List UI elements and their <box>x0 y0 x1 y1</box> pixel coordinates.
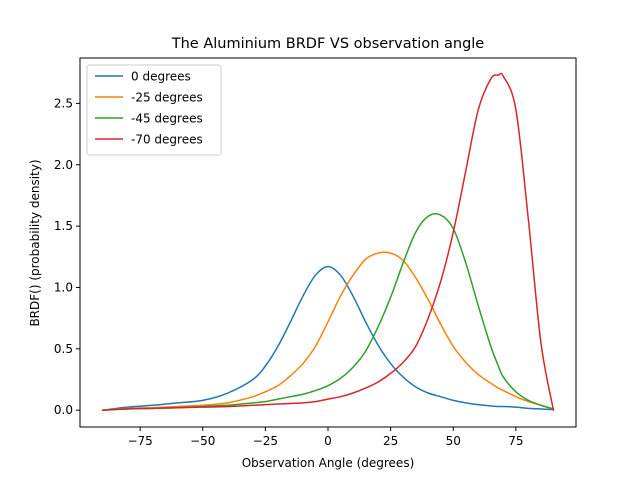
x-axis-ticks: −75 −50 −25 0 25 50 75 <box>127 427 524 448</box>
y-tick-label: 1.5 <box>54 219 73 233</box>
y-tick-label: 1.0 <box>54 280 73 294</box>
x-axis-label: Observation Angle (degrees) <box>242 456 415 470</box>
legend-label-70-degrees: -70 degrees <box>131 133 203 147</box>
series-line-70-degrees <box>101 72 555 411</box>
series-70-degrees <box>101 72 555 411</box>
series-layer <box>101 72 555 411</box>
x-tick-label: 0 <box>324 434 332 448</box>
y-axis-ticks: 0.0 0.5 1.0 1.5 2.0 2.5 <box>54 96 80 417</box>
legend-label-45-degrees: -45 degrees <box>131 112 203 126</box>
legend-box <box>86 64 222 156</box>
series-line-0-degrees <box>101 265 555 411</box>
series-line-25-degrees <box>101 251 555 411</box>
y-tick-label: 2.5 <box>54 96 73 110</box>
y-tick-label: 0.0 <box>54 403 73 417</box>
x-tick-label: 50 <box>446 434 461 448</box>
x-tick-label: 75 <box>508 434 523 448</box>
legend-label-0-degrees: 0 degrees <box>131 70 191 84</box>
legend-label-25-degrees: -25 degrees <box>131 91 203 105</box>
series-line-45-degrees <box>101 213 555 411</box>
x-tick-label: −25 <box>253 434 278 448</box>
x-tick-label: 25 <box>383 434 398 448</box>
chart-title: The Aluminium BRDF VS observation angle <box>171 36 485 52</box>
legend: 0 degrees -25 degrees -45 degrees -70 degre… <box>86 64 222 156</box>
y-tick-label: 2.0 <box>54 158 73 172</box>
y-tick-label: 0.5 <box>54 342 73 356</box>
x-tick-label: −75 <box>127 434 152 448</box>
x-tick-label: −50 <box>190 434 215 448</box>
y-axis-label: BRDF() (probability density) <box>28 159 42 326</box>
